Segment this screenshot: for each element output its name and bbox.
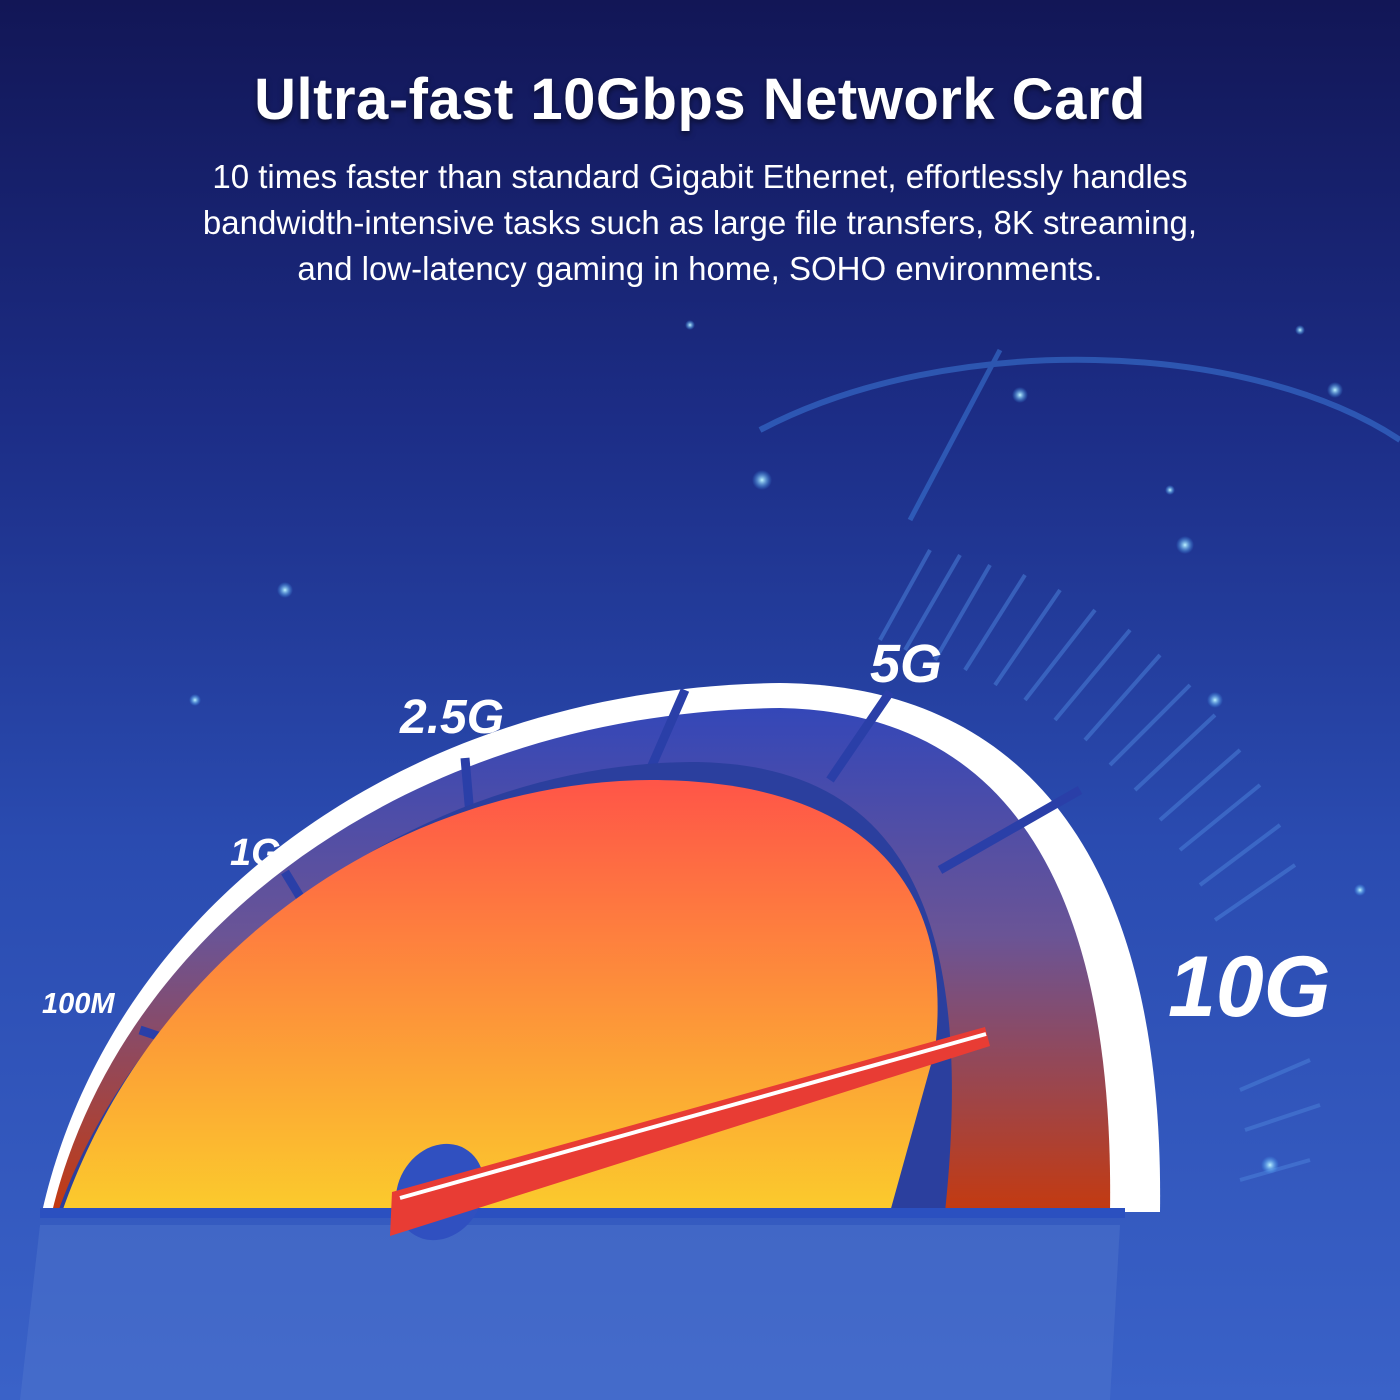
- label-10g: 10G: [1168, 939, 1331, 1035]
- headline: Ultra-fast 10Gbps Network Card: [254, 67, 1146, 132]
- gauge-reflection: [20, 1225, 1120, 1400]
- gauge-needle: [390, 1027, 990, 1241]
- description-line: 10 times faster than standard Gigabit Et…: [212, 158, 1188, 195]
- label-2-5g: 2.5G: [399, 691, 504, 744]
- background-decoration: [758, 348, 1400, 1182]
- description-line: bandwidth-intensive tasks such as large …: [202, 204, 1198, 241]
- gauge-baseline: [40, 1208, 1125, 1218]
- label-1g: 1G: [230, 832, 281, 874]
- label-5g: 5G: [870, 634, 942, 694]
- gauge-fill-dome: [62, 780, 938, 1212]
- description-line: and low-latency gaming in home, SOHO env…: [297, 250, 1103, 287]
- stars: [189, 320, 1366, 1174]
- label-100m: 100M: [42, 988, 115, 1020]
- description: 10 times faster than standard Gigabit Et…: [0, 154, 1400, 292]
